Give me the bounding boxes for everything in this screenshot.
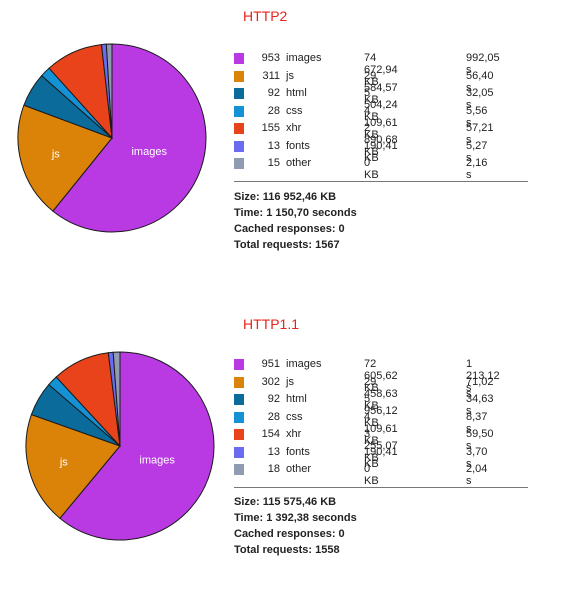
summary-total: Total requests: 1567 — [234, 239, 340, 251]
resource-type: images — [286, 52, 322, 64]
request-count: 953 — [261, 52, 280, 64]
legend-swatch — [234, 70, 244, 82]
pie-slice-js — [25, 413, 121, 519]
chart-title: HTTP1.1 — [243, 316, 300, 332]
transfer-size: 29 458,63 KB — [364, 375, 398, 412]
request-count: 154 — [261, 428, 280, 440]
summary-cached: Cached responses: 0 — [234, 528, 345, 540]
load-time: 57,21 s — [466, 122, 494, 146]
load-time: 59,50 s — [466, 428, 494, 452]
load-time: 5,56 s — [466, 104, 488, 129]
pie-chart: images js — [25, 351, 215, 541]
resource-type: other — [286, 157, 312, 169]
summary-divider — [234, 181, 528, 182]
pie-slice-other — [105, 43, 113, 139]
request-count: 311 — [262, 69, 280, 82]
resource-type: html — [286, 393, 307, 405]
summary-block: Size: 115 575,46 KB Time: 1 392,38 secon… — [234, 494, 357, 558]
request-count: 18 — [267, 463, 280, 475]
resource-type: images — [286, 358, 322, 370]
legend-swatch — [234, 359, 244, 370]
load-time: 992,05 s — [466, 52, 500, 76]
transfer-size: 0 KB — [364, 463, 379, 487]
legend-swatch — [234, 394, 244, 405]
chart-title: HTTP2 — [243, 8, 288, 24]
pie-slice-images — [59, 351, 215, 541]
request-count: 13 — [267, 139, 280, 152]
load-time: 2,16 s — [466, 157, 488, 181]
summary-time: Time: 1 150,70 seconds — [234, 207, 357, 219]
pie-slice-images — [52, 43, 207, 233]
legend-swatch — [234, 105, 244, 117]
load-time: 2,04 s — [466, 463, 488, 487]
summary-cached: Cached responses: 0 — [234, 223, 345, 235]
load-time: 8,37 s — [466, 410, 488, 435]
load-time: 71,02 s — [466, 375, 494, 400]
transfer-size: 5 504,24 KB — [364, 87, 398, 123]
request-count: 92 — [267, 87, 280, 99]
legend-swatch — [234, 411, 244, 423]
legend-swatch — [234, 446, 244, 458]
pie-label-images: images — [139, 454, 175, 466]
resource-type: xhr — [286, 122, 302, 134]
legend-swatch — [234, 140, 244, 152]
load-time: 34,63 s — [466, 393, 494, 417]
legend-swatch — [234, 429, 244, 440]
summary-block: Size: 116 952,46 KB Time: 1 150,70 secon… — [234, 189, 357, 253]
request-count: 92 — [267, 393, 280, 405]
request-count: 15 — [267, 157, 280, 169]
pie-label-js: js — [51, 148, 60, 160]
request-count: 28 — [267, 410, 280, 423]
load-time: 5,27 s — [466, 139, 488, 164]
resource-type: xhr — [286, 428, 302, 440]
transfer-size: 0 KB — [364, 157, 379, 181]
resource-type: fonts — [286, 445, 310, 458]
summary-total: Total requests: 1558 — [234, 544, 340, 556]
load-time: 3,70 s — [466, 445, 488, 470]
transfer-size: 29 584,57 KB — [364, 69, 398, 106]
transfer-size: 72 605,62 KB — [364, 358, 398, 394]
resource-type: fonts — [286, 139, 310, 152]
load-time: 1 213,12 s — [466, 358, 500, 394]
pie-label-js: js — [59, 456, 68, 468]
http2-chart-section: HTTP2 images js 953 images 74 672,94 KB 992,… — [0, 0, 564, 287]
request-count: 155 — [261, 122, 280, 134]
resource-type: js — [286, 375, 294, 388]
request-count: 28 — [267, 104, 280, 117]
request-count: 951 — [261, 358, 280, 370]
resource-type: other — [286, 463, 312, 475]
legend-swatch — [234, 88, 244, 99]
pie-label-images: images — [131, 146, 167, 158]
transfer-size: 190,41 KB — [364, 139, 398, 164]
load-time: 56,40 s — [466, 69, 494, 94]
legend-swatch — [234, 376, 244, 388]
transfer-size: 4 109,61 KB — [364, 410, 398, 447]
transfer-size: 190,41 KB — [364, 445, 398, 470]
transfer-size: 3 255,07 KB — [364, 428, 398, 464]
summary-size: Size: 115 575,46 KB — [234, 496, 337, 508]
pie-slice-js — [17, 104, 113, 212]
summary-divider — [234, 487, 528, 488]
legend-swatch — [234, 464, 244, 475]
pie-chart: images js — [17, 43, 207, 233]
transfer-size: 5 956,12 KB — [364, 393, 398, 429]
request-count: 302 — [261, 375, 280, 388]
resource-type: css — [286, 104, 303, 117]
summary-time: Time: 1 392,38 seconds — [234, 512, 357, 524]
legend-swatch — [234, 123, 244, 134]
resource-type: html — [286, 87, 307, 99]
load-time: 32,05 s — [466, 87, 494, 111]
request-count: 13 — [267, 445, 280, 458]
transfer-size: 74 672,94 KB — [364, 52, 398, 88]
legend-swatch — [234, 53, 244, 64]
summary-size: Size: 116 952,46 KB — [234, 191, 337, 203]
transfer-size: 4 109,61 KB — [364, 104, 398, 141]
pie-slice-other — [112, 351, 121, 447]
legend-swatch — [234, 158, 244, 169]
transfer-size: 2 890,68 KB — [364, 122, 398, 158]
http11-chart-section: HTTP1.1 images js 951 images 72 605,62 KB 1 … — [0, 306, 564, 593]
resource-type: js — [286, 69, 294, 82]
resource-type: css — [286, 410, 303, 423]
